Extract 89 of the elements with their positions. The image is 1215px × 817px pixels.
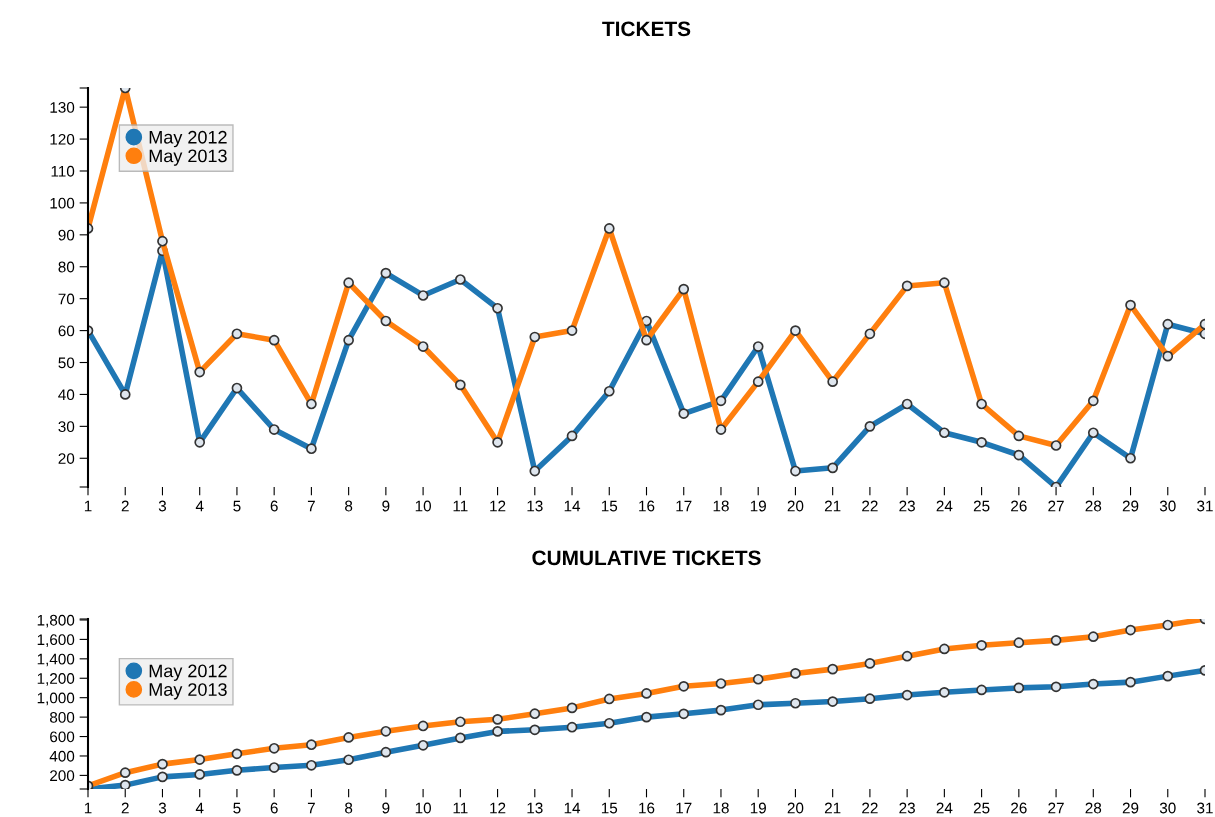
- x-tick-label: 30: [1159, 500, 1176, 512]
- x-tick-label: 23: [899, 500, 915, 512]
- x-tick-label: 22: [862, 802, 878, 814]
- x-tick-label: 22: [862, 500, 878, 512]
- x-tick-label: 26: [1011, 500, 1027, 512]
- x-tick-label: 13: [527, 802, 543, 814]
- x-tick-label: 18: [713, 802, 729, 814]
- chart-title: TICKETS: [602, 21, 691, 37]
- y-tick-label: 120: [50, 133, 75, 145]
- legend-label: May 2013: [149, 683, 227, 700]
- y-tick-label: 400: [49, 750, 75, 762]
- x-tick-label: 13: [527, 500, 543, 512]
- x-tick-label: 14: [564, 802, 581, 814]
- x-tick-label: 23: [899, 802, 915, 814]
- x-tick-label: 10: [415, 500, 431, 512]
- x-tick-label: 31: [1197, 500, 1213, 512]
- x-tick-label: 27: [1048, 500, 1064, 512]
- x-tick-label: 8: [345, 802, 353, 814]
- x-tick-label: 25: [973, 802, 990, 814]
- x-tick-label: 18: [713, 500, 729, 512]
- y-tick-label: 20: [58, 453, 75, 464]
- x-tick-label: 5: [233, 802, 241, 814]
- x-tick-label: 7: [307, 802, 315, 814]
- x-tick-label: 8: [345, 500, 353, 512]
- x-tick-label: 24: [936, 802, 953, 814]
- y-tick-label: 30: [58, 421, 75, 433]
- x-tick-label: 20: [787, 802, 804, 814]
- chart-title: CUMULATIVE TICKETS: [532, 550, 761, 566]
- y-tick-label: 600: [50, 731, 75, 743]
- x-tick-label: 9: [382, 500, 390, 512]
- x-tick-label: 11: [453, 500, 468, 512]
- y-tick-label: 40: [58, 389, 75, 401]
- x-tick-label: 17: [676, 802, 692, 814]
- x-tick-label: 29: [1122, 500, 1139, 512]
- x-tick-label: 5: [233, 500, 241, 512]
- x-tick-label: 28: [1085, 802, 1102, 814]
- x-tick-label: 9: [382, 802, 390, 814]
- y-tick-label: 1,800: [37, 614, 75, 628]
- x-tick-label: 16: [639, 500, 655, 512]
- y-tick-label: 1,400: [37, 653, 75, 667]
- x-tick-label: 2: [121, 802, 129, 814]
- x-tick-label: 10: [415, 802, 431, 814]
- x-tick-label: 4: [195, 802, 204, 814]
- x-tick-label: 26: [1011, 802, 1027, 814]
- x-tick-label: 1: [84, 802, 92, 814]
- y-tick-label: 130: [50, 102, 75, 113]
- x-tick-label: 7: [307, 500, 315, 512]
- x-tick-label: 2: [121, 500, 129, 512]
- legend-label: May 2013: [149, 149, 227, 166]
- legend-label: May 2012: [149, 664, 227, 681]
- x-tick-label: 27: [1048, 802, 1064, 814]
- y-tick-label: 1,600: [37, 634, 75, 647]
- x-tick-label: 28: [1085, 500, 1102, 512]
- x-tick-label: 3: [158, 500, 167, 512]
- x-tick-label: 25: [973, 500, 990, 512]
- x-tick-label: 12: [490, 500, 506, 512]
- y-tick-label: 60: [58, 325, 75, 337]
- x-tick-label: 15: [601, 802, 618, 814]
- x-tick-label: 19: [750, 500, 766, 512]
- legend-label: May 2012: [149, 130, 227, 148]
- x-tick-label: 15: [601, 500, 618, 512]
- y-tick-label: 90: [58, 229, 75, 241]
- x-tick-label: 20: [787, 500, 804, 512]
- x-tick-label: 16: [639, 802, 655, 814]
- y-tick-label: 1,200: [37, 673, 75, 686]
- x-tick-label: 3: [158, 802, 167, 814]
- x-tick-label: 31: [1197, 802, 1213, 814]
- x-tick-label: 14: [564, 500, 581, 512]
- x-tick-label: 6: [270, 802, 278, 814]
- x-tick-label: 17: [676, 500, 692, 512]
- x-tick-label: 6: [270, 500, 278, 512]
- y-tick-label: 70: [58, 293, 75, 305]
- x-tick-label: 29: [1122, 802, 1139, 814]
- x-tick-label: 24: [936, 500, 953, 512]
- y-tick-label: 80: [58, 261, 75, 273]
- y-tick-label: 110: [51, 165, 75, 177]
- x-tick-label: 12: [490, 802, 506, 814]
- x-tick-label: 21: [824, 500, 841, 512]
- y-tick-label: 1,000: [37, 692, 75, 706]
- x-tick-label: 11: [453, 802, 468, 814]
- x-tick-label: 21: [824, 802, 841, 814]
- x-tick-label: 4: [195, 500, 204, 512]
- x-tick-label: 1: [84, 500, 92, 512]
- x-tick-label: 19: [750, 802, 766, 814]
- y-tick-label: 200: [50, 770, 75, 782]
- y-tick-label: 100: [50, 197, 75, 209]
- y-tick-label: 800: [49, 711, 75, 723]
- x-tick-label: 30: [1159, 802, 1176, 814]
- y-tick-label: 50: [58, 357, 75, 369]
